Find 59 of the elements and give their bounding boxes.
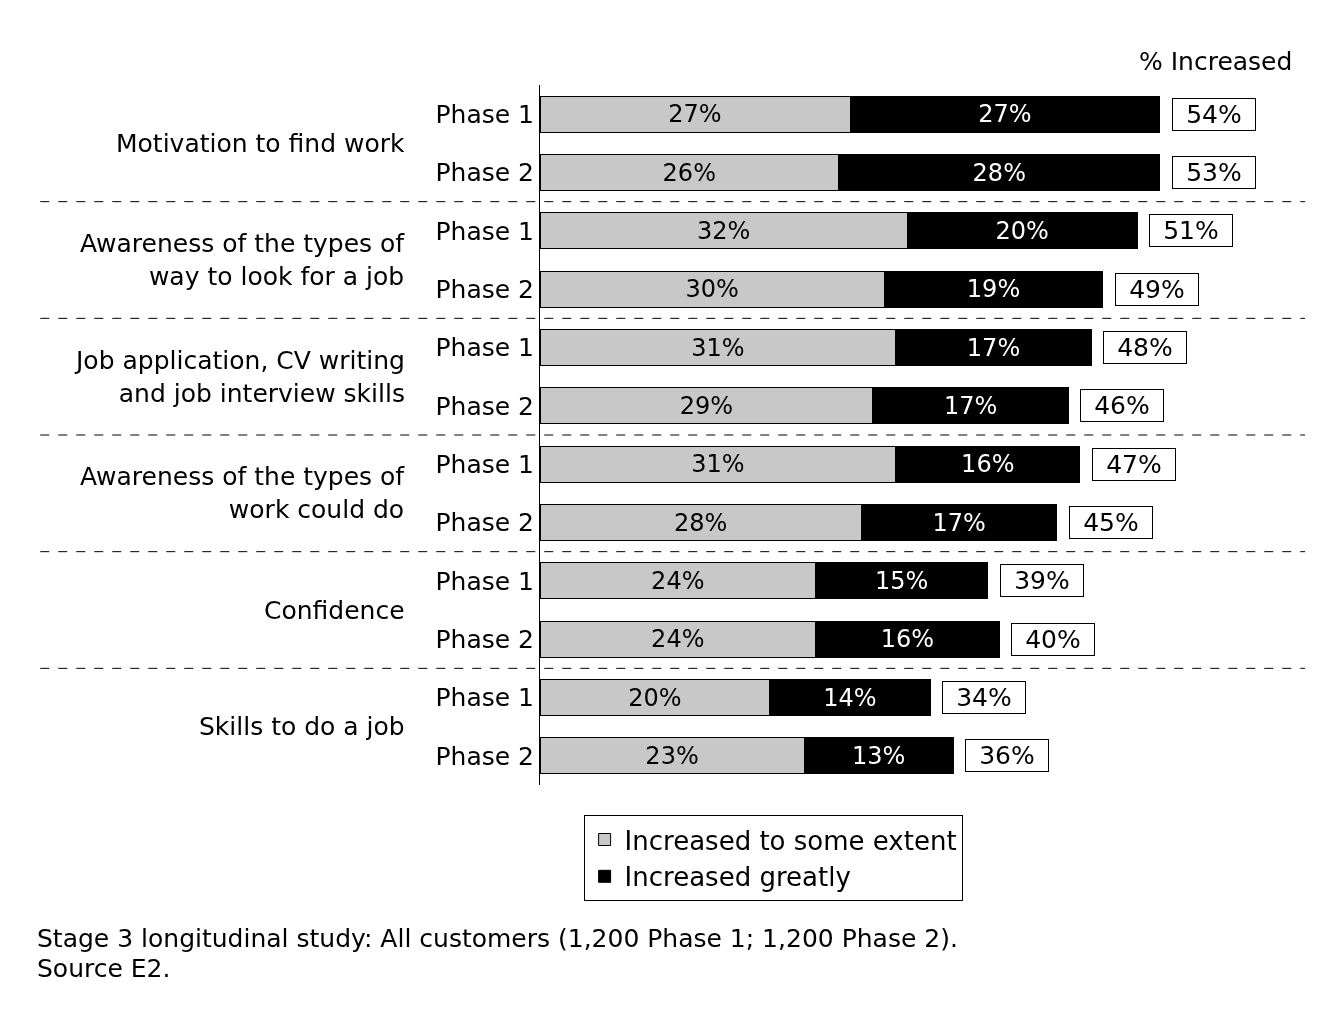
data-label: 27% [978, 100, 1032, 129]
y-tick-label: Phase 1 [435, 216, 534, 246]
total-label: 40% [1025, 625, 1081, 654]
y-tick-label: Phase 1 [435, 333, 534, 363]
text: Skills to do a job [199, 712, 405, 741]
total-label: 51% [1163, 216, 1219, 245]
data-label: 16% [880, 625, 935, 654]
text: Awareness of the types of way to look for a job [80, 229, 406, 291]
y-tick-label: Phase 2 [435, 391, 534, 421]
data-label: 16% [961, 450, 1015, 479]
y-tick-label: Phase 2 [435, 508, 534, 538]
total-label: 34% [956, 683, 1012, 712]
data-label: 26% [662, 158, 716, 187]
total-label: 45% [1083, 508, 1139, 537]
text: % Increased [1139, 47, 1293, 76]
legend-label: Increased to some extent [624, 825, 957, 856]
data-label: 19% [966, 275, 1021, 304]
data-label: 32% [697, 216, 751, 245]
data-label: 20% [995, 216, 1049, 245]
data-label: 27% [668, 100, 722, 129]
total-label: 54% [1186, 100, 1242, 129]
data-label: 28% [674, 508, 728, 537]
data-label: 17% [932, 508, 986, 537]
total-label: 48% [1117, 333, 1173, 362]
data-label: 31% [691, 333, 745, 362]
y-tick-label: Phase 2 [435, 158, 534, 188]
total-label: 36% [979, 741, 1035, 770]
data-label: 14% [823, 683, 877, 712]
data-label: 17% [943, 391, 998, 420]
y-tick-label: Phase 2 [435, 274, 534, 304]
y-tick-label: Phase 1 [435, 683, 534, 713]
data-label: 24% [651, 566, 705, 595]
y-tick-label: Phase 2 [435, 741, 534, 771]
data-label: 23% [645, 741, 699, 770]
text: Confidence [264, 596, 405, 625]
y-tick-label: Phase 1 [435, 99, 534, 129]
data-label: 24% [651, 625, 705, 654]
total-label: 49% [1129, 275, 1185, 304]
data-label: 28% [972, 158, 1026, 187]
source-note: Source E2. [37, 954, 171, 983]
text: Motivation to find work [116, 129, 406, 158]
y-tick-label: Phase 1 [435, 449, 534, 479]
total-label: 47% [1106, 450, 1162, 479]
total-label: 46% [1094, 391, 1150, 420]
data-label: 15% [875, 566, 929, 595]
y-tick-label: Phase 2 [435, 624, 534, 654]
data-label: 17% [966, 333, 1021, 362]
total-label: 39% [1014, 566, 1070, 595]
data-label: 13% [852, 741, 906, 770]
legend-label: Increased greatly [624, 862, 851, 893]
data-label: 20% [628, 683, 682, 712]
text: Stage 3 longitudinal study: All customers (1,200 Phase 1; 1,200 Phase 2). [37, 924, 958, 953]
total-label: 53% [1186, 158, 1242, 187]
data-label: 30% [685, 275, 739, 304]
text: Job application, CV writing and job interview skills [74, 346, 405, 408]
data-label: 29% [679, 391, 734, 420]
text: Awareness of the types of work could do [80, 462, 406, 524]
data-label: 31% [691, 450, 745, 479]
y-tick-label: Phase 1 [435, 566, 534, 596]
